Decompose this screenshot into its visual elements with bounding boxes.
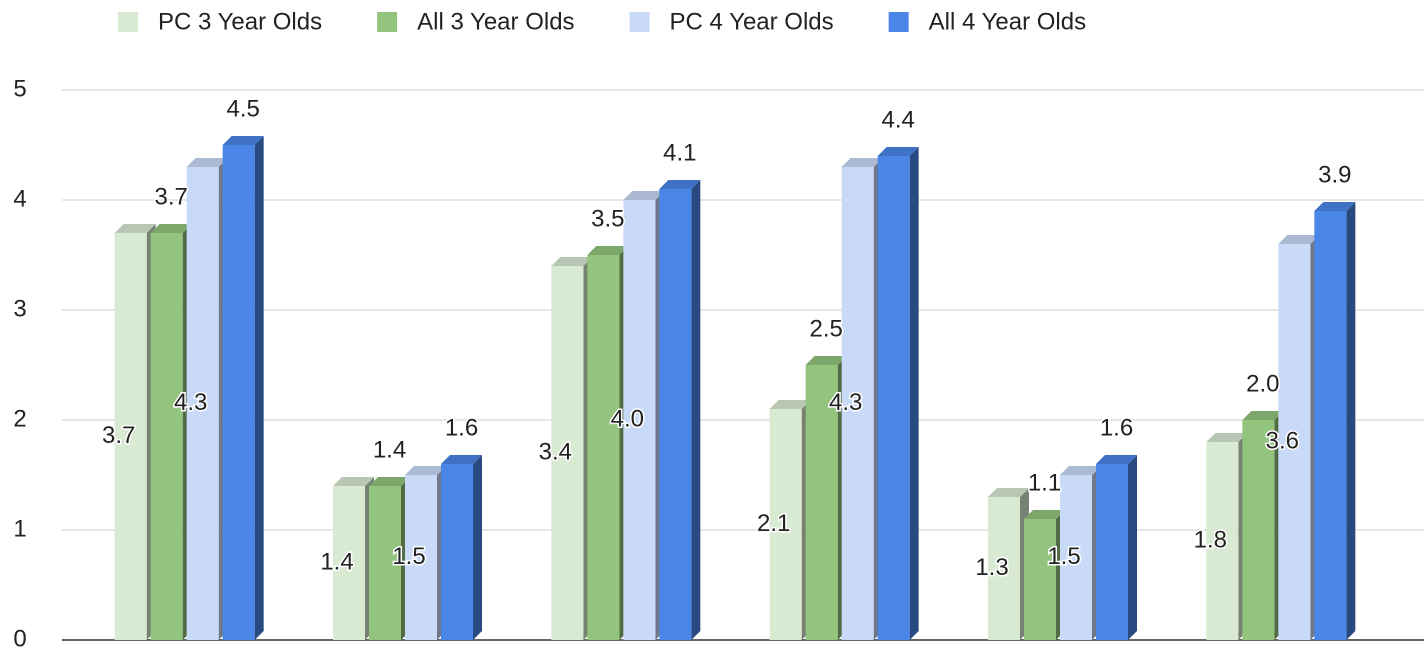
bar-top xyxy=(441,455,482,464)
bar xyxy=(114,233,147,640)
bar xyxy=(186,167,219,640)
data-label: 3.5 xyxy=(591,205,624,232)
data-label: 4.5 xyxy=(226,95,259,122)
bar xyxy=(405,475,437,640)
bar-top xyxy=(186,158,228,167)
bar xyxy=(369,486,401,640)
data-label: 1.4 xyxy=(320,548,353,575)
bar-side xyxy=(254,136,264,640)
data-label: 2.0 xyxy=(1246,370,1279,397)
bar xyxy=(441,464,473,640)
bar xyxy=(805,365,838,640)
y-tick-label: 4 xyxy=(13,185,26,212)
data-label: 1.6 xyxy=(445,414,478,441)
y-tick-label: 2 xyxy=(13,405,26,432)
bar xyxy=(1060,475,1092,640)
bar-side xyxy=(909,147,919,640)
legend-label: All 4 Year Olds xyxy=(929,8,1086,35)
bar xyxy=(1242,420,1275,640)
bar-top xyxy=(333,477,374,486)
bar-side xyxy=(1346,202,1356,640)
data-label: 2.5 xyxy=(809,315,842,342)
data-label: 1.5 xyxy=(1047,543,1080,570)
data-label: 1.8 xyxy=(1194,526,1227,553)
bar-side xyxy=(1128,455,1137,640)
data-label: 1.4 xyxy=(373,436,406,463)
bar-top xyxy=(114,224,156,233)
bar xyxy=(1096,464,1128,640)
bar-top xyxy=(1242,411,1284,420)
bar xyxy=(1278,244,1311,640)
data-label: 4.3 xyxy=(829,389,862,416)
bar-side xyxy=(473,455,482,640)
y-tick-label: 0 xyxy=(13,625,26,652)
bar-top xyxy=(587,246,629,255)
bar xyxy=(659,189,692,640)
data-label: 3.7 xyxy=(102,422,135,449)
y-tick-label: 3 xyxy=(13,295,26,322)
legend-swatch xyxy=(888,12,909,32)
bar-top xyxy=(623,191,665,200)
data-label: 1.1 xyxy=(1028,469,1061,496)
y-tick-label: 1 xyxy=(13,515,26,542)
bar-side xyxy=(691,180,701,640)
data-label: 4.1 xyxy=(663,139,696,166)
bar-top xyxy=(1314,202,1356,211)
bar xyxy=(551,266,584,640)
bar xyxy=(769,409,802,640)
data-label: 1.3 xyxy=(975,554,1008,581)
bar-top xyxy=(805,356,847,365)
bar-top xyxy=(1278,235,1320,244)
bar-top xyxy=(659,180,701,189)
legend-label: PC 4 Year Olds xyxy=(670,8,834,35)
bar xyxy=(333,486,365,640)
data-label: 3.6 xyxy=(1266,427,1299,454)
bar-top xyxy=(841,158,883,167)
bar-top xyxy=(405,466,446,475)
bar xyxy=(1206,442,1239,640)
bar-top xyxy=(369,477,410,486)
bar-top xyxy=(1096,455,1137,464)
bar-top xyxy=(769,400,811,409)
bar xyxy=(222,145,255,640)
data-label: 3.7 xyxy=(154,183,187,210)
bar xyxy=(1024,519,1056,640)
bar xyxy=(877,156,910,640)
bar-top xyxy=(222,136,264,145)
bar xyxy=(1314,211,1347,640)
bar xyxy=(841,167,874,640)
data-label: 4.3 xyxy=(174,389,207,416)
bar-top xyxy=(551,257,593,266)
data-label: 1.5 xyxy=(392,543,425,570)
legend-swatch xyxy=(377,12,398,32)
bar xyxy=(150,233,183,640)
legend-swatch xyxy=(629,12,650,32)
bar-top xyxy=(1024,510,1065,519)
data-label: 3.9 xyxy=(1318,161,1351,188)
bar xyxy=(988,497,1020,640)
bar xyxy=(587,255,620,640)
data-label: 4.4 xyxy=(881,106,914,133)
data-label: 4.0 xyxy=(611,405,644,432)
bar-top xyxy=(877,147,919,156)
legend-swatch xyxy=(118,12,138,32)
bar-top xyxy=(1060,466,1101,475)
bar-top xyxy=(988,488,1029,497)
legend-label: PC 3 Year Olds xyxy=(158,8,322,35)
data-label: 2.1 xyxy=(757,510,790,537)
data-label: 3.4 xyxy=(539,438,572,465)
data-label: 1.6 xyxy=(1100,414,1133,441)
legend-label: All 3 Year Olds xyxy=(417,8,574,35)
bar-top xyxy=(1206,433,1248,442)
y-tick-label: 5 xyxy=(13,75,26,102)
bar xyxy=(623,200,656,640)
bar-top xyxy=(150,224,192,233)
